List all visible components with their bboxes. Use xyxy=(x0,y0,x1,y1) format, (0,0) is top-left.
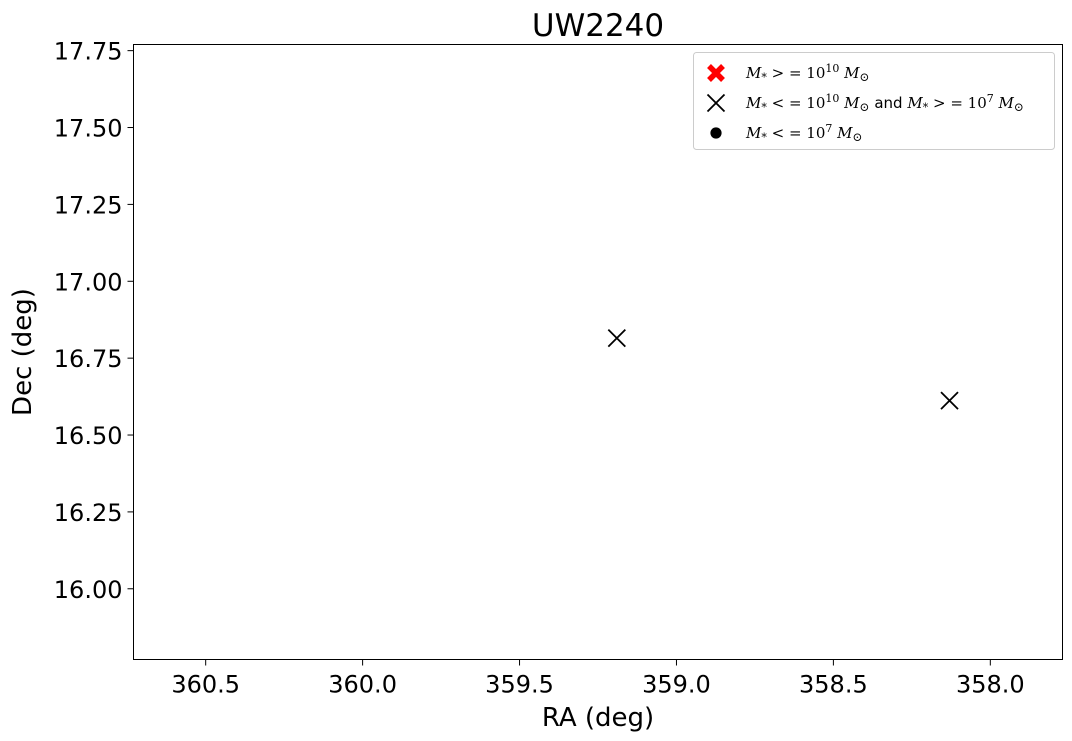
legend: M* > = 1010 M⊙ M* < = 1010 M⊙ and M* > = … xyxy=(693,52,1055,150)
y-tick-label: 17.25 xyxy=(54,191,123,219)
legend-label-1: M* > = 1010 M⊙ xyxy=(745,62,870,84)
legend-marker-1 xyxy=(707,64,725,82)
y-tick-label: 17.75 xyxy=(54,38,123,66)
legend-marker-2 xyxy=(706,93,726,113)
y-tick-label: 16.00 xyxy=(54,576,123,604)
x-tick-label: 358.0 xyxy=(956,671,1025,699)
data-points xyxy=(607,329,959,410)
legend-box xyxy=(693,52,1055,150)
x-tick-label: 359.0 xyxy=(642,671,711,699)
y-tick-label: 17.00 xyxy=(54,268,123,296)
y-tick-label: 16.50 xyxy=(54,422,123,450)
y-axis-label: Dec (deg) xyxy=(8,288,38,416)
data-point xyxy=(607,329,626,348)
legend-label-3: M* < = 107 M⊙ xyxy=(745,122,863,144)
legend-marker-3 xyxy=(710,127,722,139)
x-tick-label: 360.5 xyxy=(171,671,240,699)
x-tick-label: 359.5 xyxy=(485,671,554,699)
legend-label-2: M* < = 1010 M⊙ and M* > = 107 M⊙ xyxy=(745,92,1024,114)
x-axis-label: RA (deg) xyxy=(542,703,654,733)
data-point xyxy=(940,391,959,410)
plot-area xyxy=(133,44,1063,660)
x-tick-label: 358.5 xyxy=(799,671,868,699)
x-tick-label: 360.0 xyxy=(328,671,397,699)
axis-ticks: 360.5 360.0 359.5 359.0 358.5 358.0 16.00 16.25… xyxy=(54,38,1025,699)
chart-title: UW2240 xyxy=(532,8,664,44)
y-tick-label: 17.50 xyxy=(54,115,123,143)
y-tick-label: 16.75 xyxy=(54,345,123,373)
y-tick-label: 16.25 xyxy=(54,499,123,527)
